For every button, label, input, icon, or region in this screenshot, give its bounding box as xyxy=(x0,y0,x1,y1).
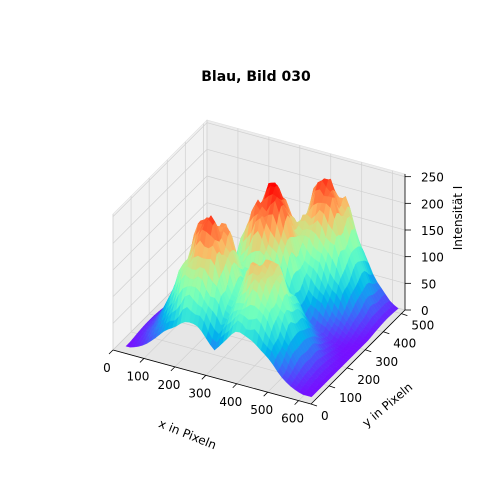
x-tick-mark xyxy=(263,391,268,397)
z-tick-label: 50 xyxy=(421,277,436,291)
y-tick-label: 400 xyxy=(393,337,416,351)
grid-line xyxy=(206,175,406,231)
y-axis-line xyxy=(310,309,406,405)
x-tick-mark xyxy=(170,366,176,372)
y-axis-label: y in Pixeln xyxy=(360,380,416,430)
y-tick-mark xyxy=(328,385,336,389)
grid-line xyxy=(112,175,208,271)
y-tick-mark xyxy=(401,313,408,316)
grid-line xyxy=(112,202,208,297)
y-tick-label: 500 xyxy=(411,319,434,333)
x-tick-label: 0 xyxy=(103,361,111,375)
grid-line xyxy=(112,122,208,217)
axis-lines xyxy=(112,174,406,405)
y-tick-mark xyxy=(347,367,354,371)
x-tick-mark xyxy=(139,358,145,363)
z-tick-label: 150 xyxy=(421,224,444,238)
x-axis-label: x in Pixeln xyxy=(157,416,219,452)
z-tick-label: 100 xyxy=(421,251,444,265)
y-tick-mark xyxy=(383,331,390,335)
chart-title: Blau, Bild 030 xyxy=(201,69,311,85)
x-tick-label: 600 xyxy=(281,412,304,426)
x-tick-mark xyxy=(232,383,238,389)
x-axis-line xyxy=(112,349,312,405)
x-tick-mark xyxy=(294,400,299,405)
grid-line xyxy=(112,149,208,244)
x-tick-label: 400 xyxy=(219,395,242,409)
y-tick-label: 0 xyxy=(321,409,329,423)
surface-patch xyxy=(306,393,315,398)
z-tick-label: 200 xyxy=(421,197,444,211)
grid-line xyxy=(112,229,208,324)
x-tick-label: 100 xyxy=(126,369,149,383)
y-tick-mark xyxy=(310,403,318,407)
x-tick-label: 300 xyxy=(188,386,211,400)
y-tick-mark xyxy=(365,349,372,353)
intensity-surface xyxy=(125,178,399,398)
y-tick-label: 200 xyxy=(357,373,380,387)
grid-line xyxy=(206,148,406,204)
z-axis-label: Intensität I xyxy=(451,186,465,251)
z-tick-label: 250 xyxy=(421,171,444,185)
x-tick-label: 500 xyxy=(250,403,273,417)
z-tick-label: 0 xyxy=(421,304,429,318)
x-tick-mark xyxy=(201,375,207,380)
x-tick-mark xyxy=(108,349,114,355)
grid-line xyxy=(206,122,406,178)
y-tick-label: 100 xyxy=(339,391,362,405)
x-tick-label: 200 xyxy=(157,378,180,392)
y-tick-label: 300 xyxy=(375,355,398,369)
